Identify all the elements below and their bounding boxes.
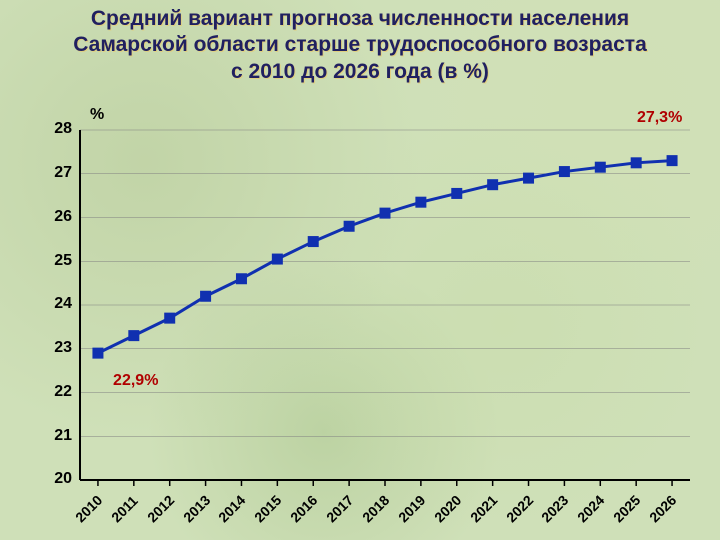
y-tick-label: 22 xyxy=(32,383,72,401)
line-chart xyxy=(0,0,720,540)
y-tick-label: 26 xyxy=(32,208,72,226)
annotation-label: 27,3% xyxy=(637,109,682,127)
y-tick-label: 24 xyxy=(32,295,72,313)
y-tick-label: 21 xyxy=(32,427,72,445)
y-tick-label: 20 xyxy=(32,470,72,488)
y-tick-label: 28 xyxy=(32,120,72,138)
y-axis-title: % xyxy=(90,106,104,124)
y-tick-label: 25 xyxy=(32,252,72,270)
y-tick-label: 27 xyxy=(32,164,72,182)
y-tick-label: 23 xyxy=(32,339,72,357)
annotation-label: 22,9% xyxy=(113,372,158,390)
